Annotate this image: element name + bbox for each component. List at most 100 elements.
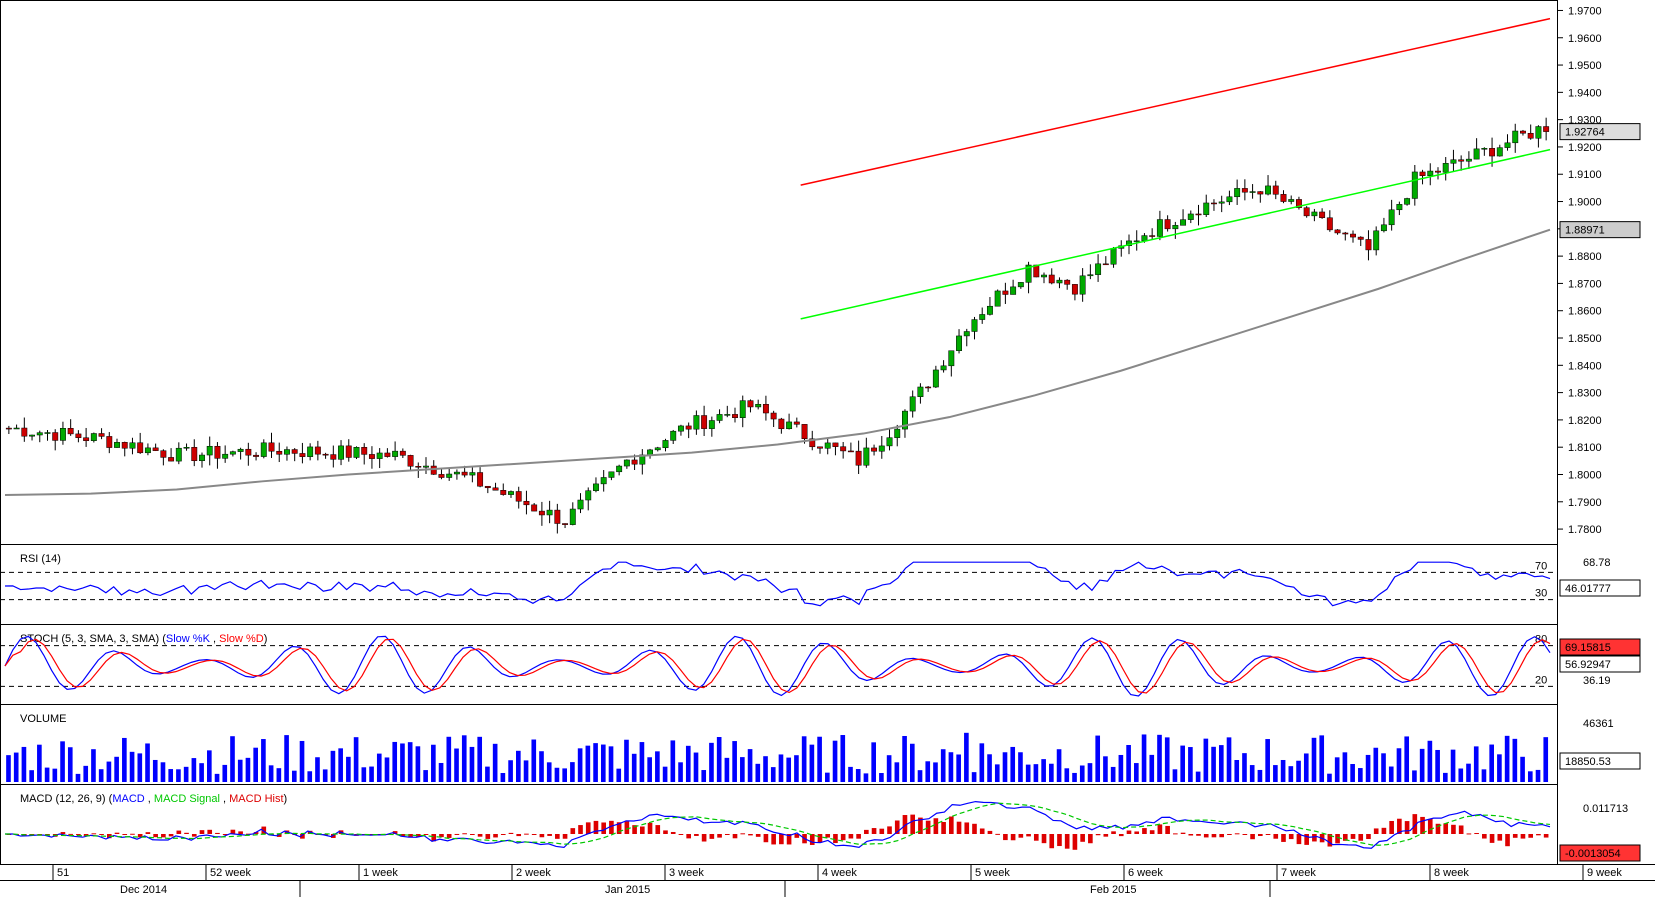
macd-hist-bar xyxy=(45,834,50,835)
week-label: 1 week xyxy=(363,867,398,879)
volume-top-label: 46361 xyxy=(1583,718,1614,730)
candle-body xyxy=(809,438,816,448)
volume-bar xyxy=(1018,752,1023,782)
candle-body xyxy=(1064,279,1071,285)
volume-bar xyxy=(600,744,606,782)
macd-hist-bar xyxy=(1296,834,1302,845)
macd-panel[interactable]: MACD (12, 26, 9) (MACD , MACD Signal , M… xyxy=(0,784,1641,865)
candle-body xyxy=(1342,232,1349,235)
week-label: 8 week xyxy=(1434,867,1469,879)
macd-hist-bar xyxy=(562,834,568,839)
y-tick-label: 1.8700 xyxy=(1568,278,1602,290)
candle-body xyxy=(446,473,453,478)
macd-hist-bar xyxy=(833,834,838,844)
candle-body xyxy=(708,420,715,429)
macd-hist-bar xyxy=(871,828,877,834)
macd-hist-bar xyxy=(1389,820,1394,834)
volume-bar xyxy=(67,747,73,782)
volume-bar xyxy=(485,766,490,782)
macd-hist-bar xyxy=(740,833,746,835)
macd-hist-bar xyxy=(1257,834,1263,837)
macd-hist-bar xyxy=(1041,834,1047,844)
candle-body xyxy=(608,471,615,478)
macd-hist-bar xyxy=(516,834,522,837)
macd-hist-bar xyxy=(1111,831,1116,834)
volume-panel[interactable]: VOLUME 46361 18850.53 xyxy=(0,704,1641,785)
candle-body xyxy=(106,436,113,448)
macd-hist-bar xyxy=(222,834,228,835)
candle-body xyxy=(307,446,314,457)
volume-bar xyxy=(446,736,452,782)
volume-bar xyxy=(1188,747,1193,782)
macd-hist-bar xyxy=(601,822,607,834)
volume-bar xyxy=(1342,752,1348,782)
macd-hist-bar xyxy=(1026,834,1031,837)
candle-body xyxy=(1126,240,1132,246)
macd-hist-bar xyxy=(609,820,614,834)
month-label: Feb 2015 xyxy=(1090,884,1136,896)
rsi-panel[interactable]: RSI (14) 70 30 68.78 46.01777 xyxy=(0,544,1641,625)
candle-body xyxy=(1442,163,1449,173)
volume-bar xyxy=(994,764,1000,782)
candle-body xyxy=(1473,148,1480,160)
macd-hist-legend: MACD Hist xyxy=(229,793,283,805)
candle-body xyxy=(554,509,561,524)
candle-body xyxy=(685,425,692,430)
svg-text:STOCH (5, 3, SMA, 3, SMA): STOCH (5, 3, SMA, 3, SMA) (Slow %K , Slo… xyxy=(20,633,267,645)
y-tick-label: 1.8000 xyxy=(1568,469,1602,481)
volume-bar xyxy=(284,735,289,782)
week-label: 4 week xyxy=(822,867,857,879)
volume-bar xyxy=(237,759,243,782)
candle-body xyxy=(770,412,777,420)
macd-hist-bar xyxy=(918,817,923,834)
macd-hist-bar xyxy=(1327,834,1333,847)
volume-bar xyxy=(1141,734,1147,782)
volume-bar xyxy=(1435,749,1440,782)
candle-body xyxy=(747,400,754,408)
macd-hist-bar xyxy=(493,834,498,838)
candle-body xyxy=(1489,148,1496,157)
volume-bar xyxy=(307,771,313,782)
macd-hist-bar xyxy=(524,833,529,835)
volume-bar xyxy=(562,768,567,782)
stoch-title: STOCH (5, 3, SMA, 3, SMA) xyxy=(20,633,159,645)
macd-hist-bar xyxy=(709,834,715,839)
volume-bar xyxy=(230,736,235,782)
stoch-slow-k-legend: Slow %K xyxy=(166,633,211,645)
macd-hist-bar xyxy=(779,834,784,845)
candle-body xyxy=(368,454,375,459)
week-label: 9 week xyxy=(1587,867,1622,879)
macd-hist-bar xyxy=(1451,824,1456,834)
volume-bar xyxy=(1079,765,1085,782)
volume-bar xyxy=(369,766,374,782)
stoch-level-label: 80 xyxy=(1535,634,1547,646)
price-panel[interactable]: 1.97001.96001.95001.94001.93001.92001.91… xyxy=(0,0,1641,545)
volume-bar xyxy=(1110,766,1116,782)
volume-bar xyxy=(778,754,784,782)
macd-hist-bar xyxy=(948,816,954,834)
stoch-level-label: 20 xyxy=(1535,674,1547,686)
candle-body xyxy=(878,445,885,452)
macd-hist-bar xyxy=(500,834,506,835)
candle-body xyxy=(647,449,653,456)
candle-body xyxy=(1357,236,1364,240)
volume-bar xyxy=(554,767,560,782)
week-label: 51 xyxy=(57,867,69,879)
candle-body xyxy=(616,465,623,473)
macd-hist-bar xyxy=(462,833,467,835)
candle-body xyxy=(191,447,198,462)
candle-body xyxy=(1048,274,1055,284)
macd-hist-bar xyxy=(724,834,730,835)
candle-body xyxy=(940,365,947,371)
volume-bar xyxy=(1025,764,1031,782)
x-axis: 51 52 week 1 week 2 week 3 week 4 week 5 week 6… xyxy=(0,864,1655,897)
candle-body xyxy=(114,442,120,448)
volume-bar xyxy=(940,749,946,782)
candle-body xyxy=(855,450,862,466)
macd-value-label-box xyxy=(1559,844,1641,862)
macd-hist-bar xyxy=(1350,834,1356,839)
volume-bar xyxy=(361,767,367,782)
volume-bar xyxy=(1056,749,1062,782)
macd-hist-bar xyxy=(817,834,823,843)
candle-body xyxy=(1535,126,1542,139)
